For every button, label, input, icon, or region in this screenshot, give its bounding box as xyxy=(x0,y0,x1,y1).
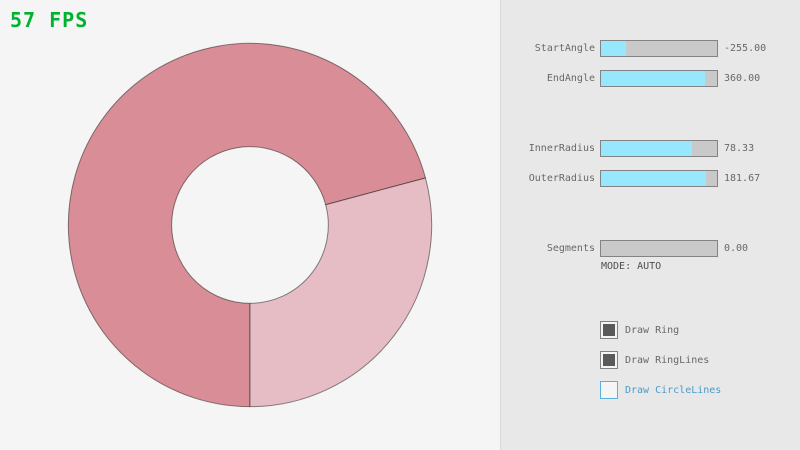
ring-svg xyxy=(67,42,433,408)
slider-innerradius-fill xyxy=(601,141,692,156)
checkbox-draw-ringlines[interactable]: Draw RingLines xyxy=(600,350,709,370)
slider-segments-label: Segments xyxy=(546,243,595,254)
checkbox-draw-circlelines[interactable]: Draw CircleLines xyxy=(600,380,721,400)
slider-innerradius-label: InnerRadius xyxy=(528,143,595,154)
checkbox-draw-circlelines-label: Draw CircleLines xyxy=(625,384,722,396)
ring-segment-overlap-dark xyxy=(67,42,427,408)
slider-startangle-fill xyxy=(601,41,627,56)
checkbox-draw-ring[interactable]: Draw Ring xyxy=(600,320,679,340)
slider-endangle-value: 360.00 xyxy=(724,73,761,84)
checkbox-draw-ring-box[interactable] xyxy=(600,321,618,339)
slider-row-startangle: StartAngle -255.00 xyxy=(440,40,780,57)
slider-endangle-fill xyxy=(601,71,706,86)
slider-outerradius-value: 181.67 xyxy=(724,173,761,184)
slider-startangle-value: -255.00 xyxy=(724,43,767,54)
slider-row-endangle: EndAngle 360.00 xyxy=(440,70,780,87)
checkbox-draw-circlelines-box[interactable] xyxy=(600,381,618,399)
slider-segments-value: 0.00 xyxy=(724,243,749,254)
slider-row-innerradius: InnerRadius 78.33 xyxy=(440,140,780,157)
slider-startangle-label: StartAngle xyxy=(534,43,595,54)
slider-outerradius-label: OuterRadius xyxy=(528,173,595,184)
slider-outerradius-fill xyxy=(601,171,707,186)
checkbox-draw-ringlines-box[interactable] xyxy=(600,351,618,369)
checkbox-draw-ringlines-label: Draw RingLines xyxy=(625,354,710,366)
slider-endangle-bar[interactable] xyxy=(600,70,718,87)
checkmark-fill xyxy=(603,354,615,366)
checkbox-draw-ring-label: Draw Ring xyxy=(625,324,680,336)
slider-innerradius-bar[interactable] xyxy=(600,140,718,157)
slider-segments-bar[interactable] xyxy=(600,240,718,257)
segments-mode-text: MODE: AUTO xyxy=(601,261,662,272)
slider-endangle-label: EndAngle xyxy=(546,73,595,84)
slider-outerradius-bar[interactable] xyxy=(600,170,718,187)
ring-segment-single-light xyxy=(249,177,433,408)
slider-startangle-bar[interactable] xyxy=(600,40,718,57)
slider-row-segments: Segments 0.00 xyxy=(440,240,780,257)
slider-innerradius-value: 78.33 xyxy=(724,143,755,154)
checkmark-fill xyxy=(603,324,615,336)
fps-counter: 57 FPS xyxy=(10,8,89,32)
slider-row-outerradius: OuterRadius 181.67 xyxy=(440,170,780,187)
